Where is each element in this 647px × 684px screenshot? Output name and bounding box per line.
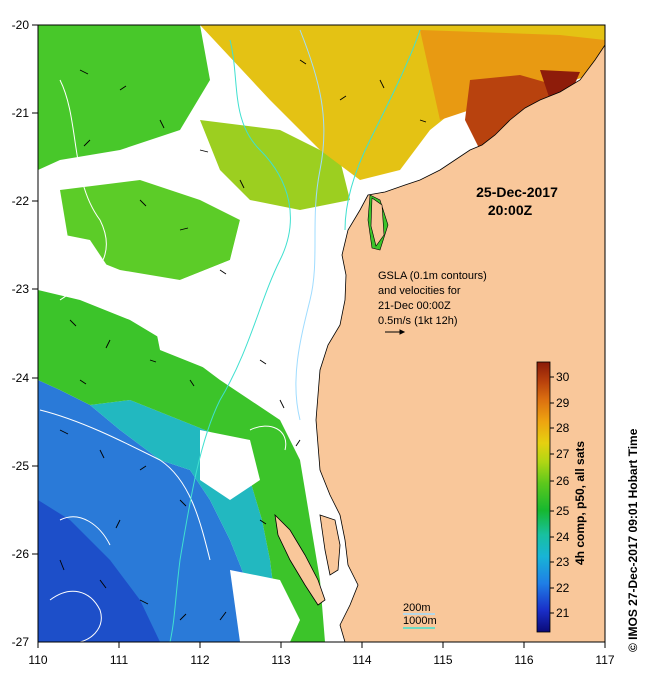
colorbar-label: 25 [556,504,570,518]
colorbar-title: 4h comp, p50, all sats [573,441,587,565]
no-data-patch [150,300,240,370]
colorbar-label: 30 [556,370,570,384]
lat-label: -23 [12,282,30,296]
colorbar-label: 28 [556,421,570,435]
lon-label: 112 [190,653,209,667]
lon-label: 116 [514,653,533,667]
bathy-200-label: 200m [403,602,431,614]
lon-label: 117 [595,653,614,667]
lat-label: -25 [12,459,30,473]
gsla-annotation: GSLA (0.1m contours) [378,270,487,282]
colorbar-label: 26 [556,474,570,488]
colorbar-label: 29 [556,396,570,410]
gsla-contours [39,79,287,642]
lon-label: 113 [271,653,290,667]
lat-label: -24 [12,371,30,385]
lon-label: 114 [352,653,371,667]
sst-deep-cold-region [38,500,160,642]
date-title: 25-Dec-2017 [476,184,558,200]
colorbar [536,361,551,633]
lat-label: -26 [12,547,30,561]
lon-label: 111 [110,653,129,667]
lon-label: 110 [28,653,47,667]
lat-label: -27 [12,635,30,649]
colorbar-label: 27 [556,447,570,461]
no-data-patch [200,430,260,500]
lat-label: -20 [12,18,30,32]
credit-text: © IMOS 27-Dec-2017 09:01 Hobart Time [626,428,640,652]
colorbar-ticks [550,376,554,614]
colorbar-label: 22 [556,581,570,595]
colorbar-label: 21 [556,606,570,620]
lat-label: -21 [12,106,30,120]
sst-yellowgreen-region [200,120,350,210]
velocity-arrows [59,59,427,621]
sst-north-green-region [38,25,210,170]
lon-label: 115 [433,653,452,667]
scale-arrow-icon [385,329,406,335]
bathy-contours [169,29,421,642]
peninsula [319,514,341,576]
colorbar-label: 24 [556,530,570,544]
gsla-annotation: 0.5m/s (1kt 12h) [378,315,457,327]
gsla-annotation: and velocities for [378,285,461,297]
land-patch [370,197,385,247]
plot-border [37,24,606,643]
land-mass [315,25,605,642]
sst-orange-region [420,30,605,120]
bathy-1000-label: 1000m [403,615,437,627]
axis-ticks [32,24,606,648]
colorbar-label: 23 [556,555,570,569]
sst-hot-region [465,75,555,150]
no-data-patch [40,230,110,285]
gsla-annotation: 21-Dec 00:00Z [378,300,451,312]
sst-green-region [38,290,325,642]
no-data-patch [230,570,300,642]
lat-label: -22 [12,194,30,208]
time-title: 20:00Z [488,202,533,218]
peninsula [274,513,326,606]
